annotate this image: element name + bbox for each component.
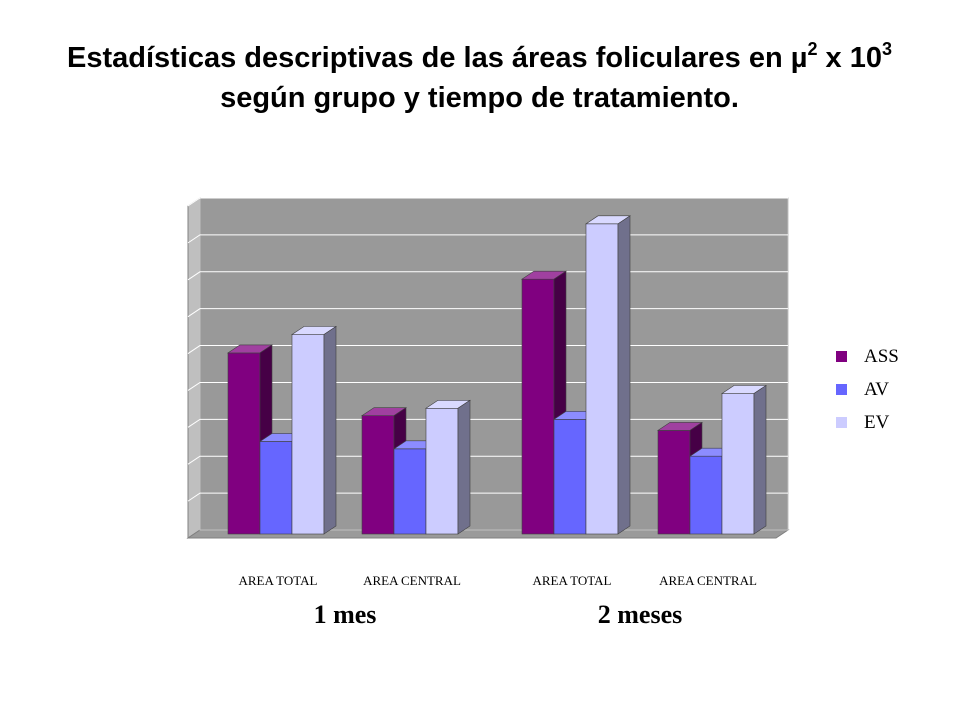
bar-av-0	[259, 441, 293, 535]
category-label: AREA CENTRAL	[363, 573, 461, 588]
group-label: 2 meses	[597, 600, 683, 629]
category-label: AREA TOTAL	[238, 573, 318, 588]
plot-side-wall	[187, 197, 201, 539]
legend-swatch	[836, 384, 847, 395]
chart-legend: ASS AV EV	[836, 340, 899, 439]
legend-item-ass: ASS	[836, 340, 899, 373]
legend-label: ASS	[864, 345, 899, 367]
bar-side-ev-3	[753, 384, 767, 535]
bar-ev-0	[291, 334, 325, 535]
chart-title-line1: Estadísticas descriptivas de las áreas f…	[66, 39, 892, 74]
bar-ev-1	[425, 407, 459, 535]
bar-ass-3	[657, 430, 691, 535]
bar-av-3	[689, 455, 723, 535]
legend-item-av: AV	[836, 373, 899, 406]
bar-side-ev-0	[323, 325, 337, 535]
gridline	[187, 197, 788, 207]
category-label: AREA CENTRAL	[659, 573, 757, 588]
bar-ass-2	[521, 278, 555, 535]
bar-av-2	[553, 419, 587, 535]
legend-label: AV	[864, 378, 889, 400]
bar-ev-2	[585, 223, 619, 535]
bar-av-1	[393, 448, 427, 535]
chart-title: Estadísticas descriptivas de las áreas f…	[0, 38, 959, 118]
bar-ass-1	[361, 415, 395, 535]
chart-title-line2: según grupo y tiempo de tratamiento.	[220, 82, 739, 114]
category-label: AREA TOTAL	[532, 573, 612, 588]
legend-item-ev: EV	[836, 406, 899, 439]
bar-side-ev-2	[617, 215, 631, 535]
legend-swatch	[836, 417, 847, 428]
bar-side-ev-1	[457, 399, 471, 535]
bar-ass-0	[227, 352, 261, 535]
legend-label: EV	[864, 411, 890, 433]
bar-ev-3	[721, 393, 755, 535]
legend-swatch	[836, 351, 847, 362]
group-label: 1 mes	[313, 600, 377, 629]
